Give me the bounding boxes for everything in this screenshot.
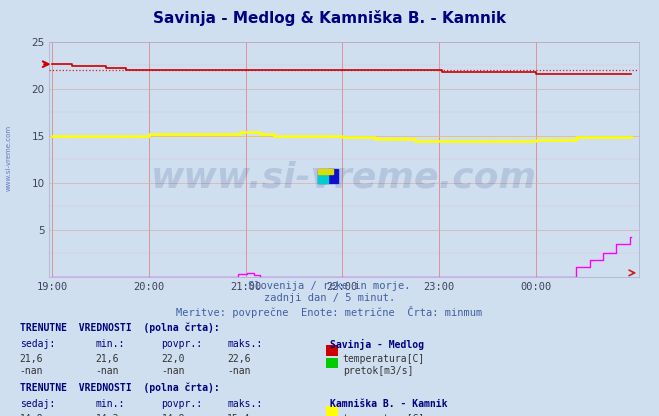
- Text: -nan: -nan: [20, 366, 43, 376]
- Text: 14,9: 14,9: [161, 414, 185, 416]
- Text: Slovenija / reke in morje.: Slovenija / reke in morje.: [248, 281, 411, 291]
- Bar: [318, 168, 333, 174]
- Text: -nan: -nan: [96, 366, 119, 376]
- Text: 21,6: 21,6: [20, 354, 43, 364]
- Text: Kamniška B. - Kamnik: Kamniška B. - Kamnik: [330, 399, 447, 409]
- Text: min.:: min.:: [96, 339, 125, 349]
- Text: www.si-vreme.com: www.si-vreme.com: [152, 161, 537, 195]
- Text: sedaj:: sedaj:: [20, 399, 55, 409]
- Bar: [318, 168, 339, 183]
- Text: Savinja - Medlog & Kamniška B. - Kamnik: Savinja - Medlog & Kamniška B. - Kamnik: [153, 10, 506, 26]
- Text: min.:: min.:: [96, 399, 125, 409]
- Text: -nan: -nan: [227, 366, 251, 376]
- Text: 14,8: 14,8: [20, 414, 43, 416]
- Text: povpr.:: povpr.:: [161, 399, 202, 409]
- Bar: [318, 174, 328, 183]
- Text: maks.:: maks.:: [227, 339, 262, 349]
- Text: pretok[m3/s]: pretok[m3/s]: [343, 366, 413, 376]
- Text: temperatura[C]: temperatura[C]: [343, 354, 425, 364]
- Text: 15,4: 15,4: [227, 414, 251, 416]
- Text: 14,3: 14,3: [96, 414, 119, 416]
- Text: maks.:: maks.:: [227, 399, 262, 409]
- Text: Meritve: povprečne  Enote: metrične  Črta: minmum: Meritve: povprečne Enote: metrične Črta:…: [177, 306, 482, 318]
- Text: TRENUTNE  VREDNOSTI  (polna črta):: TRENUTNE VREDNOSTI (polna črta):: [20, 383, 219, 393]
- Text: povpr.:: povpr.:: [161, 339, 202, 349]
- Text: Savinja - Medlog: Savinja - Medlog: [330, 339, 424, 350]
- Text: 21,6: 21,6: [96, 354, 119, 364]
- Text: temperatura[C]: temperatura[C]: [343, 414, 425, 416]
- Text: zadnji dan / 5 minut.: zadnji dan / 5 minut.: [264, 293, 395, 303]
- Text: 22,6: 22,6: [227, 354, 251, 364]
- Text: sedaj:: sedaj:: [20, 339, 55, 349]
- Text: TRENUTNE  VREDNOSTI  (polna črta):: TRENUTNE VREDNOSTI (polna črta):: [20, 322, 219, 333]
- Text: www.si-vreme.com: www.si-vreme.com: [5, 125, 11, 191]
- Text: -nan: -nan: [161, 366, 185, 376]
- Text: 22,0: 22,0: [161, 354, 185, 364]
